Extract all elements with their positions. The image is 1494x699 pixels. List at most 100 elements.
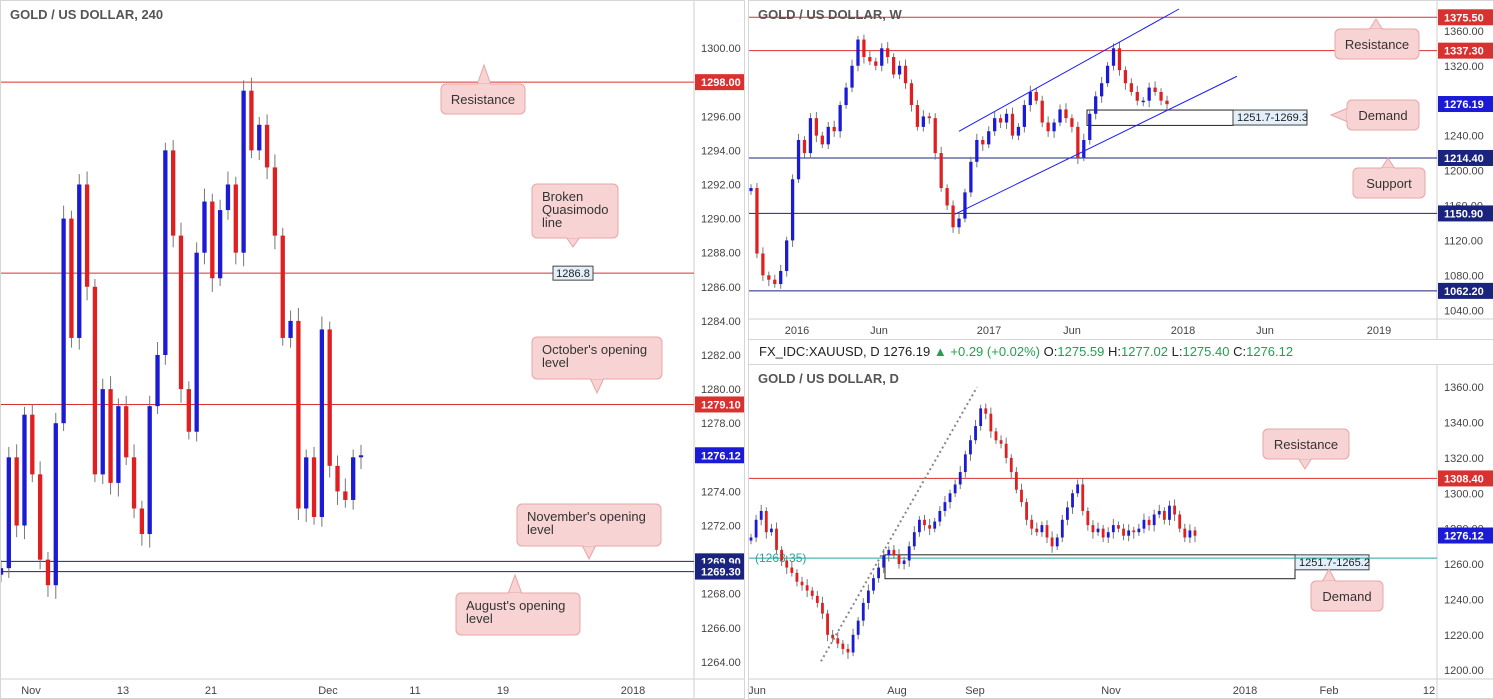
candle-body — [327, 329, 332, 466]
candle-body — [92, 286, 98, 475]
y-tick-label: 1080.00 — [1444, 270, 1484, 282]
quote-low-label: L: — [1171, 344, 1183, 359]
candle-body — [1088, 113, 1092, 140]
x-tick-label: Jun — [870, 325, 888, 337]
candle-body — [948, 493, 952, 503]
quote-symbol: FX_IDC:XAUUSD, D — [759, 344, 880, 359]
weekly-chart[interactable]: 1040.001080.001120.001160.001200.001240.… — [749, 1, 1494, 340]
candle-body — [1081, 484, 1085, 511]
quote-change: +0.29 (+0.02%) — [950, 344, 1041, 359]
candle-body — [1127, 530, 1131, 536]
candle-body — [22, 414, 27, 526]
candle-body — [933, 118, 937, 154]
quote-bar: FX_IDC:XAUUSD, D 1276.19 ▲ +0.29 (+0.02%… — [748, 340, 1494, 364]
quote-close: 1276.12 — [1246, 344, 1294, 359]
level-price-text: 1375.50 — [1444, 12, 1484, 24]
candle-body — [1132, 530, 1136, 533]
candle-body — [1052, 122, 1056, 132]
x-tick-label: Nov — [1101, 685, 1121, 697]
candle-body — [903, 65, 908, 84]
quote-open: 1275.59 — [1057, 344, 1105, 359]
candle-body — [993, 118, 997, 132]
level-price-tag — [1438, 282, 1493, 299]
zone-label: 1251.7-1269.3 — [1237, 112, 1308, 124]
candle-body — [139, 508, 145, 535]
x-tick-label: Dec — [318, 685, 338, 697]
candle-body — [14, 457, 19, 526]
h4-chart[interactable]: 1264.001266.001268.001270.001272.001274.… — [1, 1, 745, 699]
callout-text: Resistance — [1345, 37, 1409, 52]
callout-text: October's opening — [542, 342, 647, 357]
candle-body — [912, 532, 916, 547]
candle-body — [785, 240, 789, 271]
candle-body — [1141, 100, 1145, 103]
candle-body — [790, 567, 794, 573]
candle-body — [759, 510, 763, 520]
candle-body — [838, 105, 842, 132]
y-tick-label: 1274.00 — [701, 486, 741, 498]
x-tick-label: Aug — [887, 685, 907, 697]
last-price-tag — [1438, 527, 1493, 544]
candle-body — [1142, 519, 1146, 529]
price-box-label: 1286.8 — [556, 268, 590, 280]
candle-body — [939, 153, 943, 189]
y-tick-label: 1300.00 — [1444, 488, 1484, 500]
candle-body — [1152, 514, 1156, 526]
candle-body — [851, 634, 855, 653]
daily-chart-panel[interactable]: 1200.001220.001240.001260.001280.001300.… — [748, 364, 1494, 699]
candle-body — [826, 126, 830, 145]
quote-close-label: C: — [1233, 344, 1247, 359]
zone-label: 1251.7-1265.2 — [1299, 557, 1370, 569]
candle-body — [856, 39, 860, 66]
candle-body — [749, 537, 753, 541]
candle-body — [1122, 528, 1125, 536]
weekly-chart-title: GOLD / US DOLLAR, W — [758, 7, 902, 22]
y-tick-label: 1220.00 — [1444, 630, 1484, 642]
candle-body — [217, 210, 223, 279]
candle-body — [805, 585, 809, 591]
y-tick-label: 1240.00 — [1444, 131, 1484, 143]
candle-body — [979, 408, 983, 427]
candle-body — [1101, 528, 1105, 538]
level-price-tag — [1438, 205, 1493, 222]
level-price-text: 1298.00 — [701, 77, 741, 89]
candle-body — [862, 39, 866, 58]
y-tick-label: 1320.00 — [1444, 61, 1484, 73]
candle-body — [850, 65, 854, 88]
candle-body — [861, 602, 865, 621]
callout-pointer — [1368, 18, 1384, 31]
candle-body — [963, 454, 967, 473]
candle-body — [1060, 519, 1064, 538]
candle-body — [1010, 113, 1015, 136]
candle-body — [761, 253, 765, 276]
weekly-chart-panel[interactable]: 1040.001080.001120.001160.001200.001240.… — [748, 0, 1494, 340]
candle-body — [280, 235, 285, 338]
callout-pointer — [507, 573, 523, 595]
y-tick-label: 1290.00 — [701, 214, 741, 226]
candle-body — [1111, 48, 1116, 66]
y-tick-label: 1278.00 — [701, 418, 741, 430]
quote-last: 1276.19 — [883, 344, 931, 359]
candle-body — [1105, 65, 1110, 84]
candle-body — [147, 406, 152, 535]
daily-chart[interactable]: 1200.001220.001240.001260.001280.001300.… — [749, 365, 1494, 699]
y-tick-label: 1284.00 — [701, 316, 741, 328]
level-price-text: 1269.30 — [701, 567, 741, 579]
level-price-text: 1214.40 — [1444, 153, 1484, 165]
candle-body — [77, 184, 82, 338]
candle-body — [1025, 502, 1028, 520]
level-price-tag — [1438, 149, 1493, 166]
h4-chart-panel[interactable]: 1264.001266.001268.001270.001272.001274.… — [0, 0, 745, 699]
level-price-text: 1150.90 — [1444, 208, 1483, 220]
candle-body — [790, 179, 795, 241]
x-tick-label: 12 — [1423, 685, 1435, 697]
candle-body — [1050, 537, 1054, 547]
y-tick-label: 1272.00 — [701, 521, 741, 533]
candle-body — [1016, 126, 1021, 136]
level-price-tag — [1438, 42, 1493, 59]
y-tick-label: 1240.00 — [1444, 594, 1484, 606]
trend-line — [820, 386, 978, 662]
candle-body — [775, 528, 778, 550]
candle-body — [897, 65, 902, 75]
candle-body — [921, 116, 925, 127]
